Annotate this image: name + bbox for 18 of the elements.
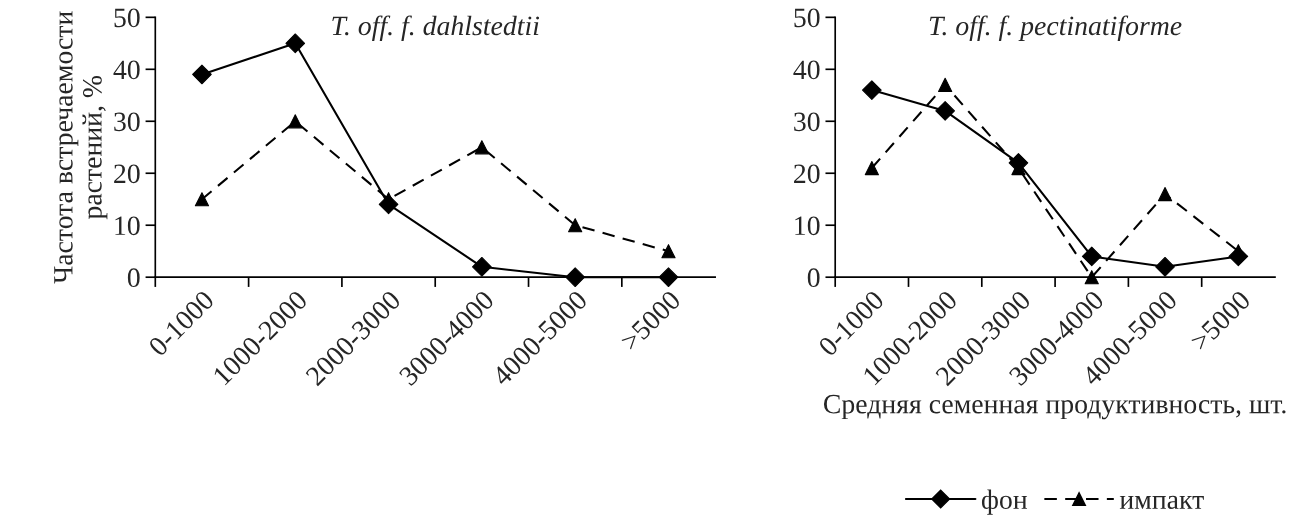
y-tick-label: 30 <box>794 112 820 132</box>
y-tick-label: 10 <box>115 216 140 236</box>
legend-label: фон <box>981 489 1028 515</box>
y-tick-label: 20 <box>114 164 140 184</box>
y-tick-label: 40 <box>793 60 820 80</box>
y-tick-label: 10 <box>795 216 820 236</box>
y-tick-label: 0 <box>127 268 140 288</box>
y-tick-label: 40 <box>113 60 140 80</box>
y-tick-label: 0 <box>807 268 820 288</box>
y-tick-label: 50 <box>794 8 820 28</box>
legend-label: импакт <box>1119 495 1204 510</box>
chart-title: T. off. f. pectinatiforme <box>929 15 1182 41</box>
x-axis-title: Средняя семенная продуктивность, шт. <box>823 394 1286 420</box>
y-tick-label: 50 <box>114 8 140 28</box>
y-tick-label: 30 <box>114 112 140 132</box>
y-tick-label: 20 <box>794 164 820 184</box>
chart-title: T. off. f. dahlstedtii <box>332 15 540 41</box>
y-axis-title: Частота встречаемости растений, % <box>54 11 108 284</box>
